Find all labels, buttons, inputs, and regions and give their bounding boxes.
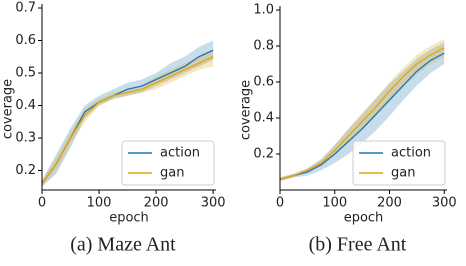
y-tick-label: 1.0 xyxy=(253,3,274,18)
legend-label: action xyxy=(391,146,431,161)
legend-label: action xyxy=(160,146,200,161)
y-tick-label: 0.5 xyxy=(15,66,36,81)
y-tick-label: 0.4 xyxy=(15,98,36,113)
y-tick-label: 0.6 xyxy=(253,75,274,90)
error-band xyxy=(42,40,214,187)
x-tick-label: 0 xyxy=(38,196,46,211)
y-axis-label: coverage xyxy=(1,79,16,139)
y-tick-label: 0.4 xyxy=(253,111,274,126)
data-line xyxy=(41,56,214,184)
x-tick-label: 200 xyxy=(377,196,402,211)
legend-label: gan xyxy=(391,166,415,181)
caption: (a) Maze Ant xyxy=(70,234,176,256)
x-tick-label: 100 xyxy=(322,196,347,211)
y-tick-label: 0.8 xyxy=(253,39,274,54)
caption: (b) Free Ant xyxy=(309,234,407,256)
x-axis-label: epoch xyxy=(109,211,149,226)
x-tick-label: 100 xyxy=(87,196,112,211)
error-band xyxy=(280,38,445,181)
legend-box xyxy=(352,140,446,186)
legend-label: gan xyxy=(160,166,184,181)
x-axis-label: epoch xyxy=(344,211,384,226)
x-tick-label: 200 xyxy=(144,196,169,211)
x-tick-label: 300 xyxy=(201,196,226,211)
data-line xyxy=(279,52,445,180)
x-tick-label: 0 xyxy=(276,196,284,211)
x-tick-label: 300 xyxy=(432,196,457,211)
y-axis-label: coverage xyxy=(239,80,254,140)
legend-box xyxy=(121,140,215,186)
data-line xyxy=(279,47,445,180)
y-tick-label: 0.7 xyxy=(15,1,36,16)
y-tick-label: 0.6 xyxy=(15,33,36,48)
y-tick-label: 0.2 xyxy=(253,147,274,162)
y-tick-label: 0.3 xyxy=(15,131,36,146)
y-tick-label: 0.2 xyxy=(15,163,36,178)
